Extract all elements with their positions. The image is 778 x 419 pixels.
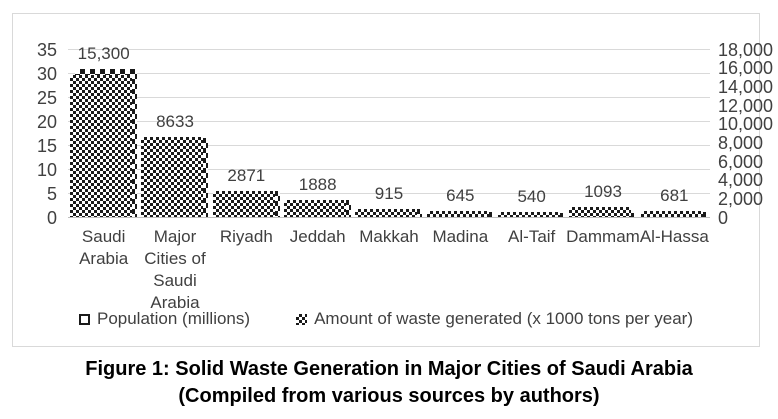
bar-value-label: 15,300 bbox=[77, 43, 130, 63]
right-axis-tick: 12,000 bbox=[718, 95, 774, 116]
bar-value-label: 1888 bbox=[298, 174, 337, 194]
legend-item-waste: Amount of waste generated (x 1000 tons p… bbox=[296, 309, 693, 329]
left-axis-tick: 0 bbox=[46, 207, 57, 228]
bar-value-label: 8633 bbox=[156, 111, 194, 131]
category-label: Dammam bbox=[557, 226, 648, 248]
bar-value-label: 2871 bbox=[227, 165, 266, 185]
right-axis-tick: 16,000 bbox=[718, 58, 774, 79]
waste-bar bbox=[212, 190, 275, 218]
left-axis-tick: 25 bbox=[36, 87, 57, 108]
waste-bar bbox=[426, 211, 489, 218]
left-axis-tick: 35 bbox=[36, 39, 57, 60]
waste-bar bbox=[640, 211, 703, 218]
bar-value-label: 1093 bbox=[584, 182, 622, 202]
category-label: Saudi Arabia bbox=[58, 226, 149, 270]
category-label-line: Arabia bbox=[79, 249, 129, 268]
caption-line-1: Figure 1: Solid Waste Generation in Majo… bbox=[85, 358, 693, 380]
waste-bar bbox=[284, 199, 346, 218]
right-axis-tick: 8,000 bbox=[718, 132, 764, 153]
category-label-line: Jeddah bbox=[289, 227, 346, 246]
right-axis-tick: 4,000 bbox=[718, 170, 764, 191]
category-label-line: Cities of bbox=[144, 249, 206, 268]
category-label-line: Saudi bbox=[81, 227, 126, 246]
right-axis-tick: 18,000 bbox=[718, 39, 774, 60]
category-label-line: Al-Hassa bbox=[639, 227, 709, 246]
left-axis-tick: 30 bbox=[36, 63, 57, 84]
legend-label-waste: Amount of waste generated (x 1000 tons p… bbox=[314, 309, 694, 328]
left-axis-tick: 5 bbox=[46, 183, 57, 204]
legend-item-population: Population (millions) bbox=[78, 309, 251, 329]
plot-area: 35 30 25 20 15 10 5 0 18,000 16,000 14,000 12,000 10… bbox=[13, 14, 773, 346]
waste-bar bbox=[355, 208, 418, 218]
population-legend-marker bbox=[78, 313, 90, 325]
legend: Population (millions) Amount of waste ge… bbox=[13, 309, 759, 329]
waste-legend-marker bbox=[296, 313, 308, 325]
category-label-line: Madina bbox=[432, 227, 489, 246]
category-label-line: Dammam bbox=[566, 227, 640, 246]
left-axis-tick: 15 bbox=[36, 135, 57, 156]
bar-value-label: 540 bbox=[517, 187, 546, 207]
gridline bbox=[68, 169, 710, 170]
category-label-line: Saudi bbox=[153, 271, 197, 290]
category-label: Al-Hassa bbox=[629, 226, 720, 248]
category-label: Major Cities of Saudi Arabia bbox=[129, 226, 220, 314]
waste-bar bbox=[498, 212, 560, 218]
right-axis-tick: 10,000 bbox=[718, 114, 774, 135]
category-label-line: Arabia bbox=[150, 293, 200, 312]
category-label: Al-Taif bbox=[486, 226, 577, 248]
category-label: Jeddah bbox=[272, 226, 363, 248]
left-axis-tick: 10 bbox=[36, 159, 57, 180]
category-label-line: Makkah bbox=[359, 227, 419, 246]
waste-bar bbox=[569, 207, 632, 218]
gridline bbox=[68, 145, 710, 146]
gridline bbox=[68, 49, 710, 50]
category-label: Makkah bbox=[343, 226, 434, 248]
waste-bar bbox=[70, 74, 132, 218]
category-label-line: Al-Taif bbox=[508, 227, 556, 246]
waste-bar bbox=[141, 136, 204, 218]
gridline bbox=[68, 217, 710, 218]
gridline bbox=[68, 73, 710, 74]
category-label-line: Major bbox=[153, 227, 197, 246]
gridline bbox=[68, 97, 710, 98]
figure-caption: Figure 1: Solid Waste Generation in Majo… bbox=[0, 356, 778, 410]
category-label: Riyadh bbox=[201, 226, 292, 248]
chart-border: 35 30 25 20 15 10 5 0 18,000 16,000 14,000 12,000 10… bbox=[12, 13, 773, 347]
caption-line-2: (Compiled from various sources by author… bbox=[178, 385, 600, 407]
left-axis-tick: 20 bbox=[36, 111, 57, 132]
right-axis-tick: 2,000 bbox=[718, 188, 764, 209]
bar-value-label: 645 bbox=[446, 186, 475, 206]
bar-value-label: 681 bbox=[660, 186, 689, 206]
gridline bbox=[68, 193, 710, 194]
legend-label-population: Population (millions) bbox=[96, 309, 251, 328]
gridline bbox=[68, 121, 710, 122]
right-axis-tick: 6,000 bbox=[718, 151, 764, 172]
category-label-line: Riyadh bbox=[219, 227, 273, 246]
bar-value-label: 915 bbox=[374, 183, 404, 203]
right-axis-tick: 0 bbox=[718, 207, 729, 228]
category-label: Madina bbox=[415, 226, 506, 248]
right-axis-tick: 14,000 bbox=[718, 76, 774, 97]
